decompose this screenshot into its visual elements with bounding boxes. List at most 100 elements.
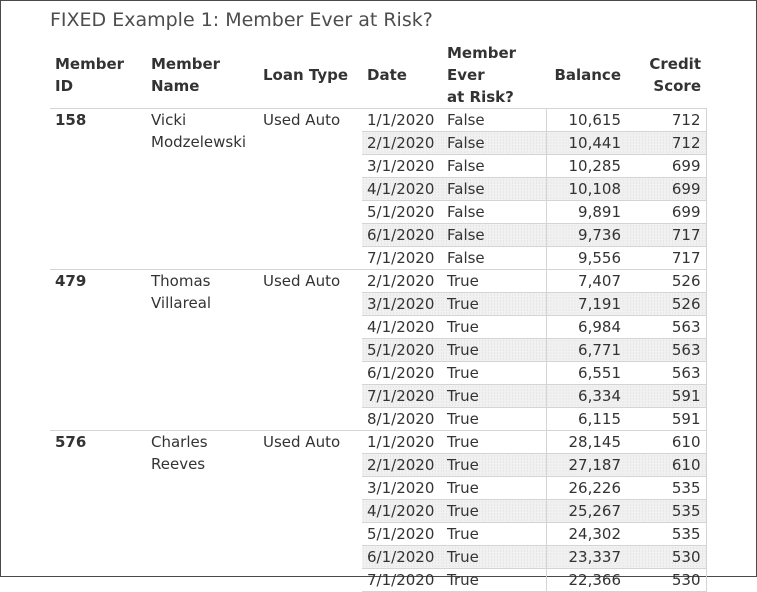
risk-cell[interactable]: True: [442, 407, 546, 431]
risk-cell[interactable]: False: [442, 223, 546, 247]
member-name-cell[interactable]: Thomas Villareal: [146, 269, 258, 431]
credit-score-cell[interactable]: 535: [626, 476, 707, 500]
date-cell[interactable]: 7/1/2020: [362, 246, 442, 270]
balance-cell[interactable]: 25,267: [545, 499, 626, 523]
risk-cell[interactable]: True: [442, 430, 546, 454]
date-cell[interactable]: 6/1/2020: [362, 545, 442, 569]
balance-cell[interactable]: 10,285: [545, 154, 626, 178]
balance-cell[interactable]: 10,441: [545, 131, 626, 155]
credit-score-cell[interactable]: 563: [626, 361, 707, 385]
balance-cell[interactable]: 26,226: [545, 476, 626, 500]
risk-cell[interactable]: True: [442, 315, 546, 339]
credit-score-cell[interactable]: 610: [626, 453, 707, 477]
risk-cell[interactable]: False: [442, 131, 546, 155]
date-cell[interactable]: 3/1/2020: [362, 292, 442, 316]
credit-score-cell[interactable]: 526: [626, 292, 707, 316]
credit-score-cell[interactable]: 717: [626, 246, 707, 270]
credit-score-cell[interactable]: 526: [626, 269, 707, 293]
date-cell[interactable]: 1/1/2020: [362, 108, 442, 132]
header-member-name[interactable]: Member Name: [151, 55, 221, 95]
date-cell[interactable]: 4/1/2020: [362, 499, 442, 523]
date-cell[interactable]: 7/1/2020: [362, 568, 442, 592]
loan-type-cell[interactable]: Used Auto: [258, 430, 362, 592]
date-cell[interactable]: 5/1/2020: [362, 522, 442, 546]
date-cell[interactable]: 2/1/2020: [362, 131, 442, 155]
member-id-cell[interactable]: 576: [50, 430, 146, 592]
risk-cell[interactable]: True: [442, 361, 546, 385]
credit-score-cell[interactable]: 530: [626, 545, 707, 569]
header-member-ever-at-risk[interactable]: Member Ever at Risk?: [447, 44, 517, 106]
credit-score-cell[interactable]: 535: [626, 522, 707, 546]
header-balance[interactable]: Balance: [554, 66, 621, 84]
member-name-cell[interactable]: Vicki Modzelewski: [146, 108, 258, 270]
loan-type-cell[interactable]: Used Auto: [258, 269, 362, 431]
date-cell[interactable]: 7/1/2020: [362, 384, 442, 408]
risk-cell[interactable]: True: [442, 476, 546, 500]
date-cell[interactable]: 5/1/2020: [362, 200, 442, 224]
credit-score-cell[interactable]: 563: [626, 338, 707, 362]
member-id-cell[interactable]: 479: [50, 269, 146, 431]
date-cell[interactable]: 4/1/2020: [362, 177, 442, 201]
header-member-id[interactable]: Member ID: [55, 55, 125, 95]
balance-cell[interactable]: 6,771: [545, 338, 626, 362]
risk-cell[interactable]: False: [442, 200, 546, 224]
credit-score-cell[interactable]: 712: [626, 131, 707, 155]
header-date[interactable]: Date: [367, 66, 407, 84]
date-cell[interactable]: 1/1/2020: [362, 430, 442, 454]
risk-cell[interactable]: True: [442, 545, 546, 569]
date-cell[interactable]: 3/1/2020: [362, 476, 442, 500]
credit-score-cell[interactable]: 699: [626, 200, 707, 224]
date-cell[interactable]: 3/1/2020: [362, 154, 442, 178]
balance-cell[interactable]: 10,615: [545, 108, 626, 132]
credit-score-cell[interactable]: 699: [626, 177, 707, 201]
balance-cell[interactable]: 9,556: [545, 246, 626, 270]
header-loan-type[interactable]: Loan Type: [263, 66, 349, 84]
credit-score-cell[interactable]: 530: [626, 568, 707, 592]
credit-score-cell[interactable]: 591: [626, 407, 707, 431]
risk-cell[interactable]: True: [442, 338, 546, 362]
balance-cell[interactable]: 9,891: [545, 200, 626, 224]
member-name-cell[interactable]: Charles Reeves: [146, 430, 258, 592]
date-cell[interactable]: 6/1/2020: [362, 223, 442, 247]
balance-cell[interactable]: 9,736: [545, 223, 626, 247]
risk-cell[interactable]: True: [442, 453, 546, 477]
balance-cell[interactable]: 6,115: [545, 407, 626, 431]
risk-cell[interactable]: False: [442, 154, 546, 178]
date-cell[interactable]: 5/1/2020: [362, 338, 442, 362]
credit-score-cell[interactable]: 563: [626, 315, 707, 339]
credit-score-cell[interactable]: 712: [626, 108, 707, 132]
risk-cell[interactable]: True: [442, 522, 546, 546]
date-cell[interactable]: 2/1/2020: [362, 269, 442, 293]
balance-cell[interactable]: 23,337: [545, 545, 626, 569]
balance-cell[interactable]: 24,302: [545, 522, 626, 546]
balance-cell[interactable]: 7,191: [545, 292, 626, 316]
balance-cell[interactable]: 10,108: [545, 177, 626, 201]
balance-cell[interactable]: 28,145: [545, 430, 626, 454]
date-cell[interactable]: 2/1/2020: [362, 453, 442, 477]
date-cell[interactable]: 6/1/2020: [362, 361, 442, 385]
risk-cell[interactable]: False: [442, 108, 546, 132]
balance-cell[interactable]: 7,407: [545, 269, 626, 293]
balance-cell[interactable]: 6,551: [545, 361, 626, 385]
balance-cell[interactable]: 27,187: [545, 453, 626, 477]
risk-cell[interactable]: True: [442, 269, 546, 293]
member-id-cell[interactable]: 158: [50, 108, 146, 270]
credit-score-cell[interactable]: 699: [626, 154, 707, 178]
risk-cell[interactable]: False: [442, 246, 546, 270]
credit-score-cell[interactable]: 717: [626, 223, 707, 247]
header-credit-score[interactable]: Credit Score: [649, 55, 701, 95]
balance-cell[interactable]: 6,984: [545, 315, 626, 339]
credit-score-cell[interactable]: 591: [626, 384, 707, 408]
risk-cell[interactable]: True: [442, 384, 546, 408]
loan-type-cell[interactable]: Used Auto: [258, 108, 362, 270]
risk-cell[interactable]: True: [442, 568, 546, 592]
credit-score-cell[interactable]: 535: [626, 499, 707, 523]
risk-cell[interactable]: True: [442, 292, 546, 316]
risk-cell[interactable]: True: [442, 499, 546, 523]
risk-cell[interactable]: False: [442, 177, 546, 201]
date-cell[interactable]: 8/1/2020: [362, 407, 442, 431]
balance-cell[interactable]: 6,334: [545, 384, 626, 408]
credit-score-cell[interactable]: 610: [626, 430, 707, 454]
balance-cell[interactable]: 22,366: [545, 568, 626, 592]
date-cell[interactable]: 4/1/2020: [362, 315, 442, 339]
